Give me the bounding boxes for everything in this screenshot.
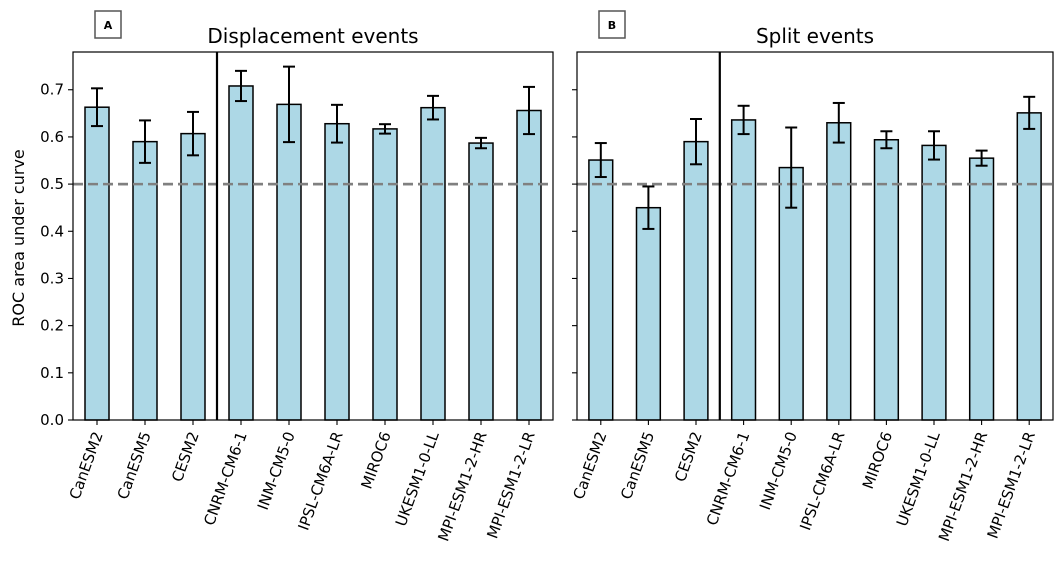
bar-ukesm1-0-ll	[921, 144, 947, 421]
bar-ipsl-cm6a-lr	[324, 122, 350, 421]
error-bar-canesm2	[594, 142, 607, 179]
error-bar-ukesm1-0-ll	[928, 130, 940, 161]
axes-frame	[576, 51, 1054, 421]
error-bar-canesm5	[139, 119, 151, 164]
y-tick-label: 0.4	[40, 222, 64, 240]
x-tick-label-inm-cm5-0: INM-CM5-0	[756, 429, 801, 512]
y-tick-label: 0.3	[40, 269, 64, 287]
error-bar-inm-cm5-0	[785, 126, 798, 209]
chart-title: Displacement events	[207, 24, 418, 48]
bar-inm-cm5-0	[276, 103, 302, 421]
bar-miroc6	[873, 139, 900, 421]
y-tick-label: 0.5	[40, 175, 64, 193]
error-bar-cesm2	[187, 110, 199, 157]
x-tick-label-cnrm-cm6-1: CNRM-CM6-1	[200, 429, 251, 528]
x-tick-label-ipsl-cm6a-lr: IPSL-CM6A-LR	[796, 429, 848, 533]
bar-mpi-esm1-2-lr	[1016, 112, 1042, 421]
x-tick-label-miroc6: MIROC6	[357, 429, 394, 491]
axes-frame	[72, 51, 554, 421]
bar-ukesm1-0-ll	[420, 106, 446, 421]
bar-cnrm-cm6-1	[228, 85, 254, 421]
bar-canesm5	[635, 206, 662, 421]
y-axis-label: ROC area under curve	[9, 149, 28, 327]
panel-a: 0.0 0.1 0.2 0.3 0.4 0.5 0.6 0.7 CanESM2 CanESM5 CE…	[40, 10, 554, 544]
error-bar-mpi-esm1-2-hr	[975, 149, 988, 167]
x-tick-label-inm-cm5-0: INM-CM5-0	[254, 429, 299, 512]
x-tick-label-canesm5: CanESM5	[114, 429, 155, 502]
bar-cnrm-cm6-1	[730, 119, 757, 421]
x-tick-label-cesm2: CESM2	[671, 429, 706, 484]
error-bar-cnrm-cm6-1	[235, 69, 247, 103]
bar-mpi-esm1-2-hr	[968, 157, 995, 421]
error-bar-ipsl-cm6a-lr	[832, 101, 845, 144]
y-tick-label: 0.6	[40, 128, 64, 146]
x-tick-label-ukesm1-0-ll: UKESM1-0-LL	[392, 429, 443, 529]
bar-mpi-esm1-2-hr	[468, 142, 494, 421]
error-bar-canesm2	[91, 87, 103, 128]
x-tick-label-ipsl-cm6a-lr: IPSL-CM6A-LR	[294, 429, 346, 533]
bar-miroc6	[372, 128, 398, 421]
error-bar-cnrm-cm6-1	[737, 104, 750, 136]
error-bar-mpi-esm1-2-lr	[1023, 95, 1036, 130]
error-bar-inm-cm5-0	[283, 65, 295, 144]
panel-tag-label: B	[608, 19, 616, 32]
error-bar-ukesm1-0-ll	[427, 94, 439, 121]
x-tick-label-cnrm-cm6-1: CNRM-CM6-1	[703, 429, 754, 528]
x-tick-label-mpi-esm1-2-lr: MPI-ESM1-2-LR	[984, 429, 1039, 541]
error-bar-mpi-esm1-2-lr	[523, 85, 535, 136]
x-tick-label-mpi-esm1-2-hr: MPI-ESM1-2-HR	[434, 429, 490, 544]
panel-tag-label: A	[104, 19, 113, 32]
x-tick-label-miroc6: MIROC6	[859, 429, 896, 491]
x-tick-label-mpi-esm1-2-lr: MPI-ESM1-2-LR	[483, 429, 538, 541]
error-bar-mpi-esm1-2-hr	[475, 136, 487, 150]
error-bar-miroc6	[880, 130, 893, 150]
panel-tag: A	[94, 10, 122, 39]
y-tick-label: 0.2	[40, 317, 64, 335]
x-tick-label-mpi-esm1-2-hr: MPI-ESM1-2-HR	[935, 429, 991, 544]
bar-cesm2	[180, 132, 206, 421]
error-bar-cesm2	[690, 117, 702, 166]
error-bar-ipsl-cm6a-lr	[331, 103, 343, 144]
error-bar-canesm5	[642, 185, 655, 230]
x-tick-label-canesm5: CanESM5	[617, 429, 658, 502]
x-tick-label-canesm2: CanESM2	[66, 429, 107, 502]
y-tick-label: 0.7	[40, 81, 64, 99]
bar-canesm2	[84, 106, 110, 421]
panel-tag: B	[598, 10, 626, 39]
x-tick-label-ukesm1-0-ll: UKESM1-0-LL	[893, 429, 944, 529]
y-tick-label: 0.0	[40, 411, 64, 429]
bar-ipsl-cm6a-lr	[826, 122, 852, 421]
x-tick-label-cesm2: CESM2	[168, 429, 203, 484]
y-tick-label: 0.1	[40, 364, 64, 382]
x-tick-label-canesm2: CanESM2	[569, 429, 610, 502]
bar-mpi-esm1-2-lr	[516, 109, 542, 421]
chart-title: Split events	[756, 24, 874, 48]
bar-canesm2	[588, 159, 614, 421]
error-bar-miroc6	[379, 123, 391, 135]
